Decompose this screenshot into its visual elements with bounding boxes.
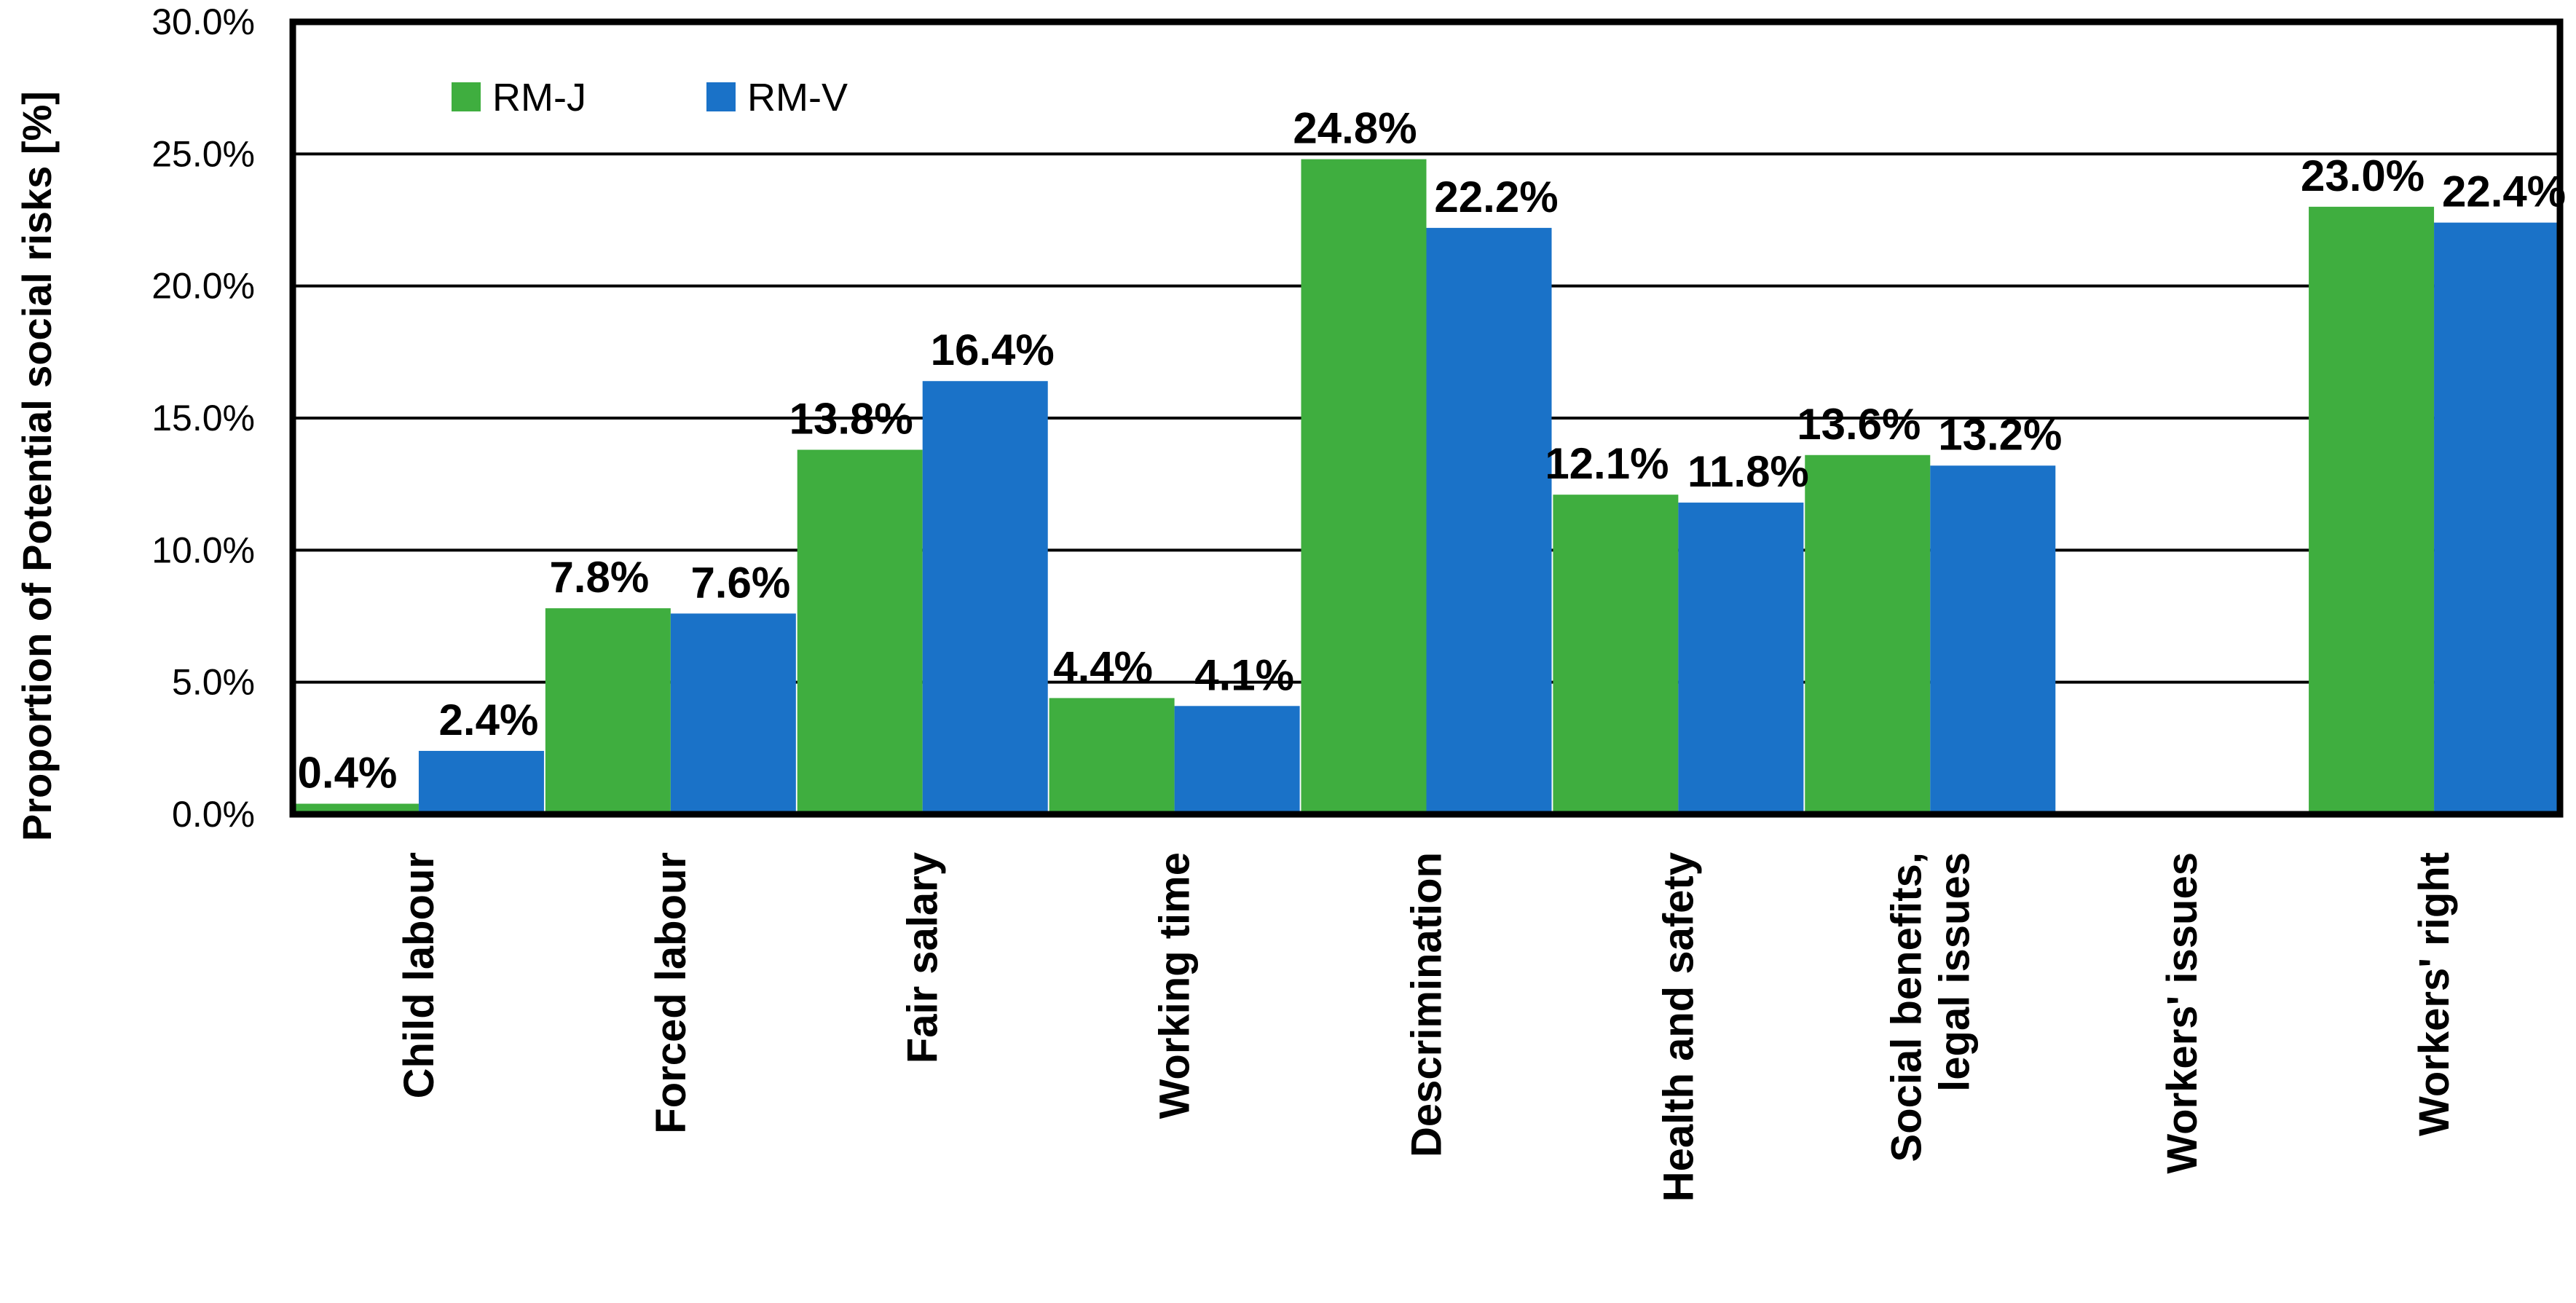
bar-rm-j <box>797 449 923 814</box>
bar-rm-v <box>2434 222 2560 814</box>
data-label-rm-j: 13.8% <box>789 395 913 444</box>
x-axis-categories: Child labour Forced labour Fair salary Work… <box>395 852 2458 1202</box>
bar-rm-v <box>1930 465 2056 814</box>
data-label-rm-j: 4.4% <box>1053 642 1153 691</box>
data-label-rm-v: 22.4% <box>2442 168 2566 216</box>
x-category-label: Workers' issues <box>2159 852 2206 1174</box>
legend-swatch-rm-v <box>706 82 736 111</box>
data-label-rm-j: 13.6% <box>1797 400 1921 449</box>
data-label-rm-v: 16.4% <box>931 326 1055 374</box>
bar-rm-j <box>1301 159 1427 814</box>
legend: RM-J RM-V <box>452 76 848 119</box>
y-axis-ticks: 0.0% 5.0% 10.0% 15.0% 20.0% 25.0% 30.0% <box>151 1 255 835</box>
x-category-label: Descrimination <box>1403 852 1451 1157</box>
bar-rm-j <box>1553 495 1679 814</box>
bar-rm-j <box>2309 206 2435 814</box>
data-label-rm-v: 22.2% <box>1434 173 1558 221</box>
plot-frame <box>289 18 2564 818</box>
bars <box>293 159 2560 814</box>
x-category-label: Workers' right <box>2411 852 2458 1136</box>
y-axis-label: Proportion of Potential social risks [%] <box>14 91 60 841</box>
y-tick-label: 10.0% <box>151 530 255 570</box>
x-category-label: Child labour <box>395 852 443 1098</box>
bar-rm-v <box>670 613 796 814</box>
x-category-label: legal issues <box>1931 852 1978 1092</box>
data-label-rm-j: 23.0% <box>2301 151 2425 200</box>
data-label-rm-v: 2.4% <box>439 696 539 744</box>
y-tick-label: 25.0% <box>151 133 255 174</box>
bar-rm-j <box>1805 454 1931 814</box>
x-category-label: Fair salary <box>899 852 947 1063</box>
data-label-rm-v: 7.6% <box>690 558 790 607</box>
data-label-rm-j: 12.1% <box>1545 439 1669 488</box>
plot-border <box>289 18 2564 818</box>
x-category-label: Health and safety <box>1655 852 1702 1202</box>
legend-label-rm-j: RM-J <box>492 76 586 119</box>
bar-rm-v <box>1678 503 1804 814</box>
data-label-rm-v: 11.8% <box>1687 447 1809 496</box>
data-label-rm-j: 0.4% <box>298 748 398 797</box>
data-label-rm-v: 13.2% <box>1938 410 2062 459</box>
data-label-rm-v: 4.1% <box>1194 650 1294 699</box>
y-tick-label: 5.0% <box>172 662 255 703</box>
y-tick-label: 20.0% <box>151 266 255 307</box>
y-tick-label: 30.0% <box>151 1 255 42</box>
y-tick-label: 15.0% <box>151 398 255 438</box>
x-category-label: Forced labour <box>647 852 695 1134</box>
bar-rm-v <box>418 750 544 814</box>
x-category-label: Working time <box>1151 852 1199 1119</box>
x-category-label: Social benefits, <box>1883 852 1930 1162</box>
data-label-rm-j: 7.8% <box>549 553 649 602</box>
legend-swatch-rm-j <box>452 82 481 111</box>
bar-rm-v <box>922 381 1048 814</box>
bar-rm-v <box>1174 706 1300 814</box>
bar-rm-v <box>1426 227 1552 814</box>
legend-label-rm-v: RM-V <box>747 76 848 119</box>
data-labels: 0.4% 7.8% 13.8% 4.4% 24.8% 12.1% 13.6% 23.0% 2.4… <box>298 104 2567 798</box>
bar-rm-j <box>545 608 671 814</box>
y-tick-label: 0.0% <box>172 794 255 835</box>
data-label-rm-j: 24.8% <box>1293 104 1417 153</box>
bar-rm-j <box>1049 698 1175 814</box>
